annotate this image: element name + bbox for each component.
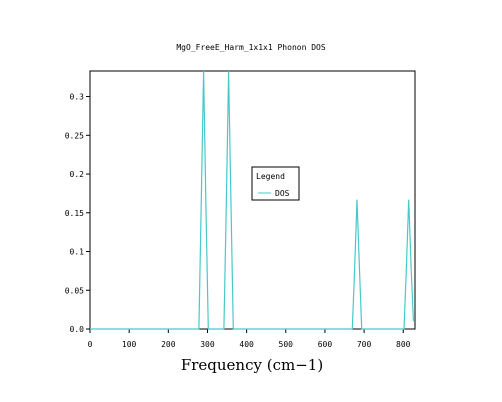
x-tick-label: 400 (239, 340, 254, 349)
x-tick-label: 500 (279, 340, 294, 349)
y-tick-label: 0.15 (65, 209, 84, 218)
x-tick-label: 800 (396, 340, 411, 349)
legend-title: Legend (256, 172, 285, 181)
x-tick-label: 200 (161, 340, 176, 349)
y-tick-label: 0.2 (70, 170, 85, 179)
legend-box (251, 166, 300, 201)
y-tick-label: 0.05 (65, 286, 84, 295)
x-tick-label: 0 (88, 340, 93, 349)
y-tick-label: 0.0 (70, 325, 85, 334)
y-tick-label: 0.1 (70, 248, 85, 257)
x-tick-label: 100 (122, 340, 137, 349)
series-line-dos (90, 70, 414, 330)
x-axis: 0 100 200 300 400 500 600 700 800 (88, 329, 411, 349)
series-group (90, 70, 414, 330)
y-axis: 0.0 0.05 0.1 0.15 0.2 0.25 0.3 (65, 93, 90, 334)
chart-title: MgO_FreeE_Harm_1x1x1 Phonon DOS (176, 43, 325, 52)
legend: Legend DOS (251, 166, 300, 201)
legend-entry-dos: DOS (275, 189, 290, 198)
y-tick-label: 0.25 (65, 131, 84, 140)
x-tick-label: 600 (318, 340, 333, 349)
x-axis-label: Frequency (cm−1) (181, 356, 323, 374)
y-tick-label: 0.3 (70, 93, 85, 102)
x-tick-label: 300 (200, 340, 215, 349)
x-tick-label: 700 (357, 340, 372, 349)
